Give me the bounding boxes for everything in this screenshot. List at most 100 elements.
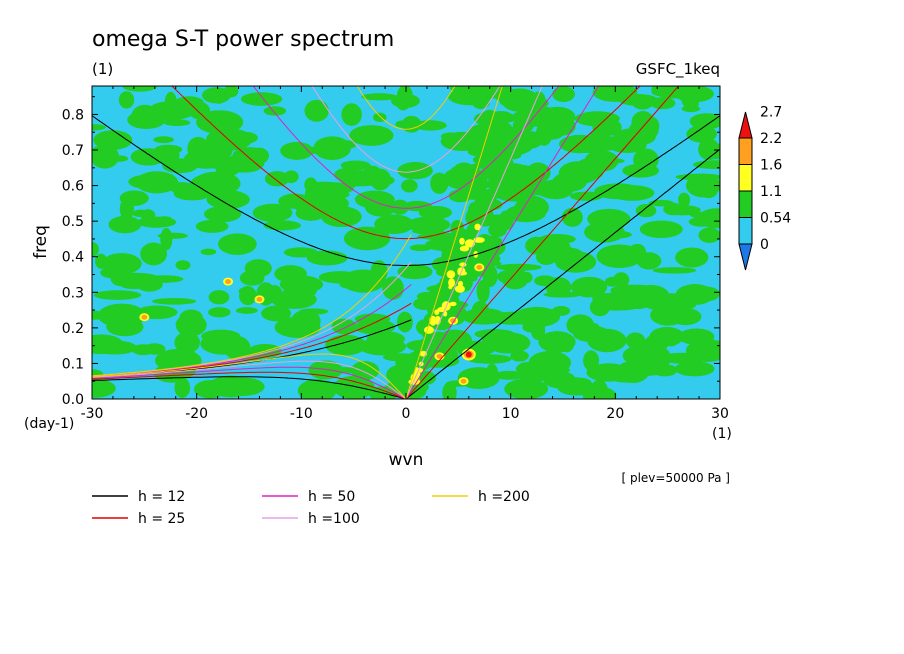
contour-blob (491, 311, 534, 325)
y-tick-label: 0.4 (62, 250, 84, 266)
colorbar-bottom-triangle (738, 243, 753, 271)
dispersion-curve (92, 376, 407, 399)
contour-blob (442, 246, 458, 254)
contour-blob (474, 223, 481, 231)
contour-blob (140, 242, 167, 266)
contour-blob (543, 291, 582, 298)
chart-subtitle-right: GSFC_1keq (636, 60, 720, 79)
contour-blob (409, 244, 432, 252)
contour-blob (698, 227, 720, 243)
contour-blob (635, 204, 657, 218)
contour-blob (561, 207, 583, 227)
contour-blob (208, 307, 231, 318)
contour-blob (446, 270, 456, 279)
contour-blob (555, 251, 597, 273)
y-tick-label: 0.1 (62, 356, 84, 372)
colorbar-box (738, 137, 753, 165)
colorbar-label: 1.6 (760, 158, 782, 174)
x-tick-label: 0 (402, 406, 411, 422)
contour-blob (382, 276, 404, 300)
contour-blob (334, 167, 360, 182)
contour-blob (391, 199, 409, 215)
contour-blob (325, 334, 367, 356)
contour-blob (358, 337, 407, 356)
y-tick-label: 0.5 (62, 214, 84, 230)
contour-blob (663, 202, 683, 216)
dispersion-curve (252, 86, 560, 209)
contour-blob (674, 361, 715, 377)
chart-subtitle-left: (1) (92, 60, 113, 78)
legend-label: h = 50 (308, 489, 355, 505)
contour-blob (435, 281, 449, 296)
dispersion-curve (405, 86, 543, 399)
contour-blob (681, 87, 698, 109)
contour-blob (454, 285, 465, 293)
contour-blob (479, 128, 504, 140)
contour-blob (119, 197, 134, 221)
contour-blob (457, 274, 478, 283)
contour-blob (622, 163, 660, 178)
contour-blob (92, 124, 106, 131)
colorbar: 0 0.54 1.1 1.6 2.2 2.7 (738, 105, 791, 271)
legend-label: h = 12 (138, 489, 185, 505)
contour-blob (423, 326, 435, 334)
contour-blob (459, 237, 465, 245)
dispersion-curve (405, 86, 680, 399)
contour-blob (174, 377, 191, 398)
contour-blob (401, 179, 418, 193)
contour-blob (552, 86, 575, 103)
contour-blob (476, 264, 483, 270)
contour-blob (552, 305, 571, 316)
contour-blob (675, 247, 709, 268)
contour-blob (162, 158, 198, 174)
y-tick-label: 0.3 (62, 285, 84, 301)
contour-blob (481, 145, 500, 159)
contour-blob (459, 245, 470, 252)
contour-blob (698, 138, 720, 161)
contour-blob (631, 94, 654, 110)
contour-blob (120, 280, 148, 290)
dispersion-curve (405, 148, 720, 399)
y-tick-label: 0.6 (62, 179, 84, 195)
contour-blob (340, 160, 371, 171)
contour-blob (128, 174, 163, 189)
contour-blob (261, 305, 292, 322)
contour-blob (306, 250, 348, 266)
contour-blob (354, 190, 395, 209)
contour-blob (449, 86, 476, 94)
contour-blob (92, 378, 116, 398)
contour-blob (592, 293, 621, 305)
contour-blob (457, 367, 500, 389)
colorbar-box (738, 164, 753, 192)
contour-blob (195, 219, 229, 233)
contour-blob (297, 379, 337, 399)
contour-blob (577, 137, 625, 152)
contour-blob (141, 314, 148, 320)
contour-blob (196, 110, 244, 134)
x-axis: -30 -20 -10 0 10 20 30 (81, 86, 729, 422)
dispersion-curve (92, 371, 407, 399)
contour-blob (218, 233, 257, 255)
dispersion-curves (92, 86, 720, 399)
contour-blob (93, 290, 142, 300)
contour-blob (263, 220, 302, 231)
contour-blob (460, 378, 467, 384)
contour-blob (534, 275, 556, 287)
contour-blob (442, 382, 457, 399)
contour-blob (312, 182, 354, 195)
contour-blob (436, 353, 443, 359)
contour-blob (97, 303, 146, 328)
contour-blob (401, 115, 422, 133)
contour-blob (537, 179, 574, 200)
dispersion-curve (311, 86, 501, 173)
y-tick-label: 0.2 (62, 321, 84, 337)
contour-blob (628, 243, 647, 261)
contour-blob (174, 331, 200, 354)
legend-label: h = 25 (138, 511, 185, 527)
contour-blob (189, 174, 219, 196)
contour-blob (448, 278, 456, 288)
contour-blob (215, 160, 240, 177)
contour-blob (457, 280, 464, 287)
contour-blob (206, 190, 250, 209)
